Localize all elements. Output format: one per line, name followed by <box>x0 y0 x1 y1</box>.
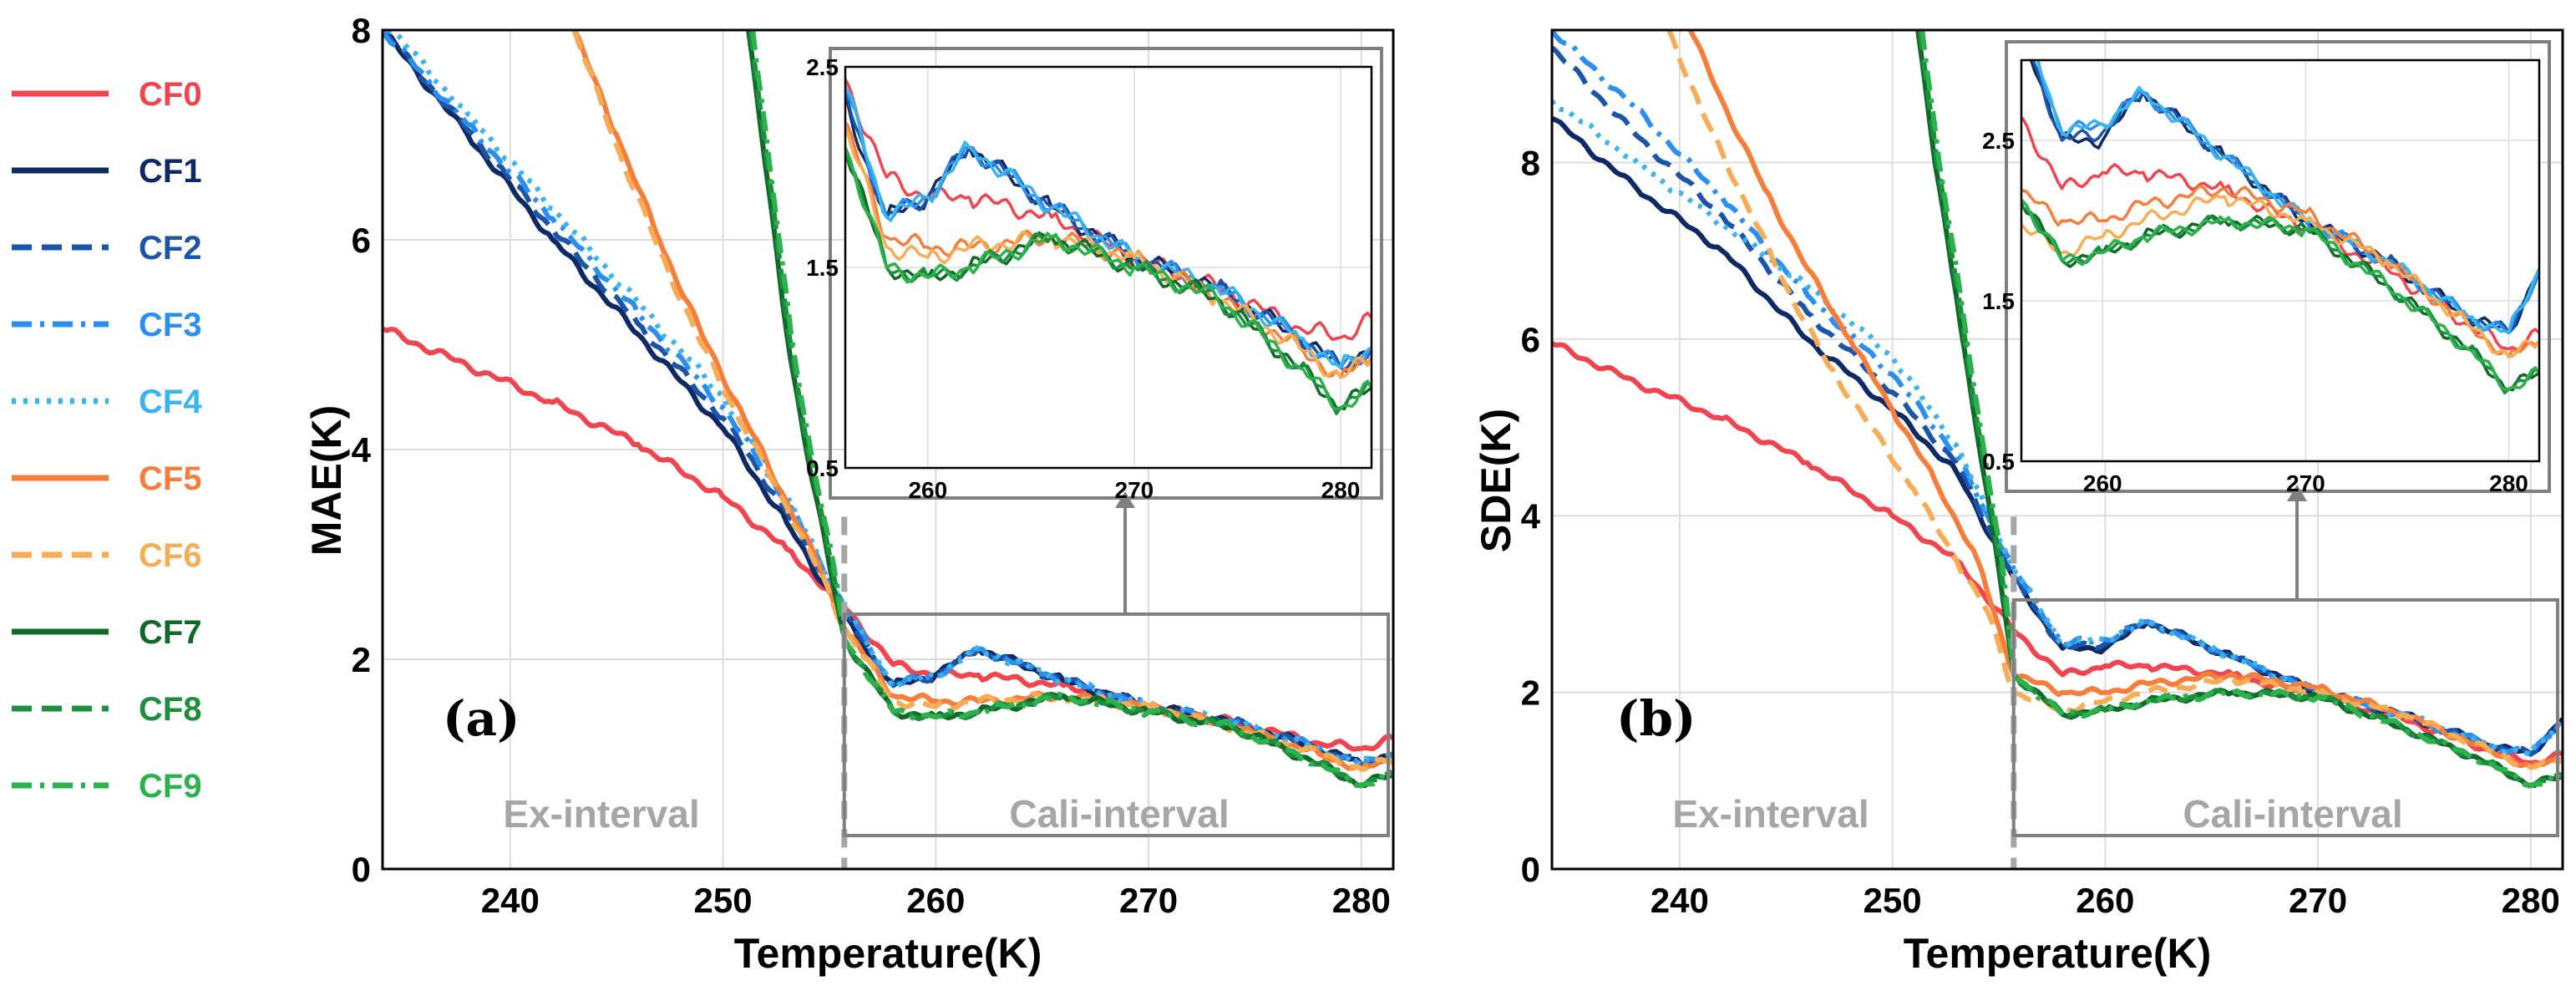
inset-y-tick-label: 2.5 <box>806 54 839 80</box>
plot-frame <box>1550 28 2564 871</box>
inset-chart: 260 270 280 0.5 1.5 2.5 <box>806 54 1373 503</box>
x-tick-label: 270 <box>2289 881 2347 920</box>
ex-interval-label: Ex-interval <box>1672 792 1869 836</box>
inset-chart: 260 270 280 0.5 1.5 2.5 <box>1982 58 2541 496</box>
y-tick-label: 4 <box>1521 496 1541 536</box>
y-tick-label: 6 <box>352 221 371 260</box>
interval-markup <box>2005 40 2560 869</box>
inset-series-line-cf7 <box>845 145 1372 411</box>
legend-label-cf7: CF7 <box>139 614 202 651</box>
inset-x-tick-label: 280 <box>1321 477 1361 503</box>
inset-series-line-cf9 <box>2021 197 2539 391</box>
x-axis-title: Temperature(K) <box>734 930 1042 977</box>
y-tick-label: 2 <box>1521 673 1540 713</box>
series-line-cf5 <box>1687 30 2563 770</box>
inset-frame <box>844 65 1373 470</box>
inset-series-line-cf6 <box>2021 194 2539 358</box>
inset-x-tick-label: 280 <box>2489 470 2528 496</box>
x-tick-label: 280 <box>1332 881 1391 920</box>
zoom-region-box <box>2011 598 2560 837</box>
inset-series-line-cf9 <box>845 144 1372 411</box>
ex-interval-label: Ex-interval <box>503 792 699 836</box>
series-line-cf0 <box>383 326 1393 752</box>
legend: CF0 CF1 CF2 CF3 CF4 CF5 CF6 CF7 CF8 CF9 <box>12 76 202 805</box>
y-tick-label: 8 <box>1521 144 1540 183</box>
inset-x-tick-label: 260 <box>908 477 947 503</box>
inset-background <box>2021 60 2539 461</box>
legend-label-cf5: CF5 <box>139 460 202 497</box>
plot-frame <box>381 28 1395 871</box>
cali-interval-label: Cali-interval <box>2183 792 2402 836</box>
inset-x-tick-label: 270 <box>2286 470 2325 496</box>
panel-label: (b) <box>1616 690 1696 747</box>
legend-label-cf6: CF6 <box>139 537 202 574</box>
sde-chart: 260 270 280 0.5 1.5 2.5 240 250 260 270 280 0 2 4 6 8… <box>1473 28 2564 977</box>
series-lines <box>383 30 1393 790</box>
legend-label-cf1: CF1 <box>139 153 202 190</box>
inset-frame <box>2020 58 2541 463</box>
y-tick-label: 0 <box>1521 850 1540 889</box>
series-line-cf4 <box>384 30 1393 767</box>
inset-y-tick-label: 0.5 <box>806 455 839 481</box>
y-tick-label: 2 <box>352 640 371 679</box>
inset-series-line-cf4 <box>2036 60 2539 335</box>
x-tick-label: 250 <box>1864 881 1922 920</box>
inset-outer-box <box>2005 40 2551 493</box>
inset-y-tick-label: 1.5 <box>806 255 839 281</box>
inset-series-line-cf5 <box>2021 184 2539 358</box>
x-tick-label: 240 <box>481 881 540 920</box>
x-tick-label: 260 <box>906 881 965 920</box>
legend-label-cf3: CF3 <box>139 307 202 343</box>
y-tick-labels: 0 2 4 6 8 <box>1521 144 1541 889</box>
legend-label-cf0: CF0 <box>139 76 202 113</box>
legend-label-cf2: CF2 <box>139 230 202 267</box>
y-tick-label: 4 <box>352 430 372 470</box>
inset-x-tick-label: 270 <box>1115 477 1154 503</box>
inset-series-lines <box>845 76 1372 415</box>
x-tick-label: 270 <box>1119 881 1178 920</box>
x-tick-label: 240 <box>1651 881 1709 920</box>
inset-y-tick-label: 0.5 <box>1982 449 2015 475</box>
y-axis-title: MAE(K) <box>303 405 350 556</box>
inset-series-line-cf0 <box>2021 114 2539 352</box>
legend-label-cf9: CF9 <box>139 768 202 805</box>
series-lines <box>1552 30 2563 790</box>
x-tick-label: 260 <box>2076 881 2134 920</box>
x-tick-label: 280 <box>2502 881 2560 920</box>
y-tick-label: 8 <box>352 11 371 50</box>
x-axis-title: Temperature(K) <box>1904 930 2212 977</box>
x-tick-labels: 240 250 260 270 280 <box>481 881 1391 920</box>
inset-series-line-cf7 <box>2021 198 2539 392</box>
interval-markup <box>829 47 1390 869</box>
series-line-cf4 <box>1552 99 2563 757</box>
panel-label: (a) <box>443 690 520 747</box>
inset-x-tick-label: 260 <box>2083 470 2122 496</box>
inset-series-line-cf4 <box>845 84 1372 369</box>
x-tick-labels: 240 250 260 270 280 <box>1651 881 2560 920</box>
inset-series-line-cf6 <box>845 120 1372 379</box>
inset-series-lines <box>2021 60 2539 395</box>
inset-outer-box <box>829 47 1383 500</box>
inset-series-line-cf1 <box>2029 60 2539 335</box>
mae-chart: 260 270 280 0.5 1.5 2.5 240 250 260 270 280 0 2 4 6 8… <box>303 11 1395 977</box>
series-line-cf9 <box>1919 30 2563 788</box>
cali-interval-label: Cali-interval <box>1009 792 1229 836</box>
legend-label-cf4: CF4 <box>139 384 202 420</box>
series-line-cf9 <box>750 30 1393 789</box>
y-tick-labels: 0 2 4 6 8 <box>352 11 372 889</box>
inset-y-tick-label: 2.5 <box>1982 128 2015 154</box>
series-line-cf6 <box>1666 30 2563 770</box>
y-tick-label: 6 <box>1521 320 1540 359</box>
zoom-region-box <box>842 612 1390 837</box>
x-tick-label: 250 <box>694 881 753 920</box>
y-axis-title: SDE(K) <box>1473 409 1519 552</box>
y-tick-label: 0 <box>352 850 371 889</box>
inset-y-tick-label: 1.5 <box>1982 288 2015 314</box>
legend-label-cf8: CF8 <box>139 691 202 728</box>
